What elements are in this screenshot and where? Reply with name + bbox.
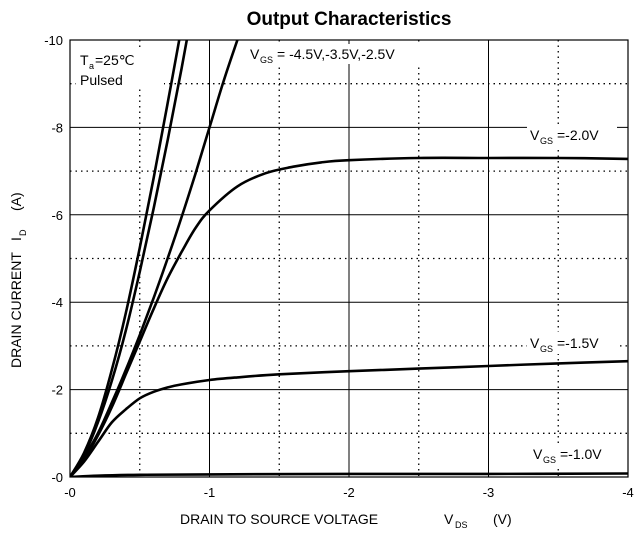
x-axis-label-unit: (V) [493,511,512,527]
annotation-vgs-1-0: V GS =-1.0V [530,445,618,467]
annotation-vgs-1-5: V GS =-1.5V [527,332,617,354]
x-tick-label: -4 [622,485,634,500]
x-tick-label: -2 [343,485,355,500]
curve-series-5 [70,472,628,477]
annotation-3-subscript: GS [543,455,556,465]
x-axis-label-prefix: V [444,511,454,527]
pulsed-label: Pulsed [80,72,123,88]
test-conditions: T a =25℃ Pulsed [76,48,164,88]
curve-series-0 [70,40,181,477]
temp-prefix: T [80,52,89,68]
y-axis-label-unit: (A) [8,192,24,211]
y-axis-label-main: DRAIN CURRENT [8,252,24,368]
annotation-2-prefix: V [530,335,540,351]
y-tick-label: -8 [51,120,63,135]
annotation-3-text: =-1.0V [560,446,602,462]
x-axis-label-main: DRAIN TO SOURCE VOLTAGE [180,511,378,527]
chart-title: Output Characteristics [247,9,452,30]
annotation-1-prefix: V [530,127,540,143]
annotation-1-text: =-2.0V [557,127,599,143]
annotation-vgs-2-0: V GS =-2.0V [527,124,617,146]
x-tick-label: -3 [483,485,495,500]
y-tick-labels: -0 -2 -4 -6 -8 -10 [44,33,63,485]
annotation-2-text: =-1.5V [557,335,599,351]
x-axis-label-subscript: DS [455,520,468,530]
temp-value: =25℃ [95,52,134,68]
y-tick-label: -0 [51,470,63,485]
curves [70,40,628,477]
y-tick-label: -10 [44,33,63,48]
y-axis-label-prefix: I [8,237,24,241]
x-tick-labels: -0 -1 -2 -3 -4 [64,485,634,500]
y-axis-label: DRAIN CURRENT I D (A) [8,192,28,368]
y-tick-label: -2 [51,383,63,398]
x-tick-label: -0 [64,485,76,500]
annotation-1-subscript: GS [540,136,553,146]
annotation-2-subscript: GS [540,344,553,354]
y-tick-label: -4 [51,295,63,310]
plot-frame [69,39,629,478]
curve-series-1 [70,40,189,477]
curve-series-4 [70,359,628,477]
curve-series-3 [70,156,628,477]
annotation-3-prefix: V [533,446,543,462]
x-axis-label: DRAIN TO SOURCE VOLTAGE V DS (V) [180,511,512,530]
temp-subscript: a [89,61,94,71]
y-axis-label-subscript: D [18,229,28,236]
annotation-0-text: = -4.5V,-3.5V,-2.5V [277,46,395,62]
minor-grid [70,40,628,477]
annotation-0-subscript: GS [260,55,273,65]
annotation-vgs-4-5: V GS = -4.5V,-3.5V,-2.5V [248,44,433,65]
x-tick-label: -1 [204,485,216,500]
annotation-0-prefix: V [250,46,260,62]
y-tick-label: -6 [51,208,63,223]
